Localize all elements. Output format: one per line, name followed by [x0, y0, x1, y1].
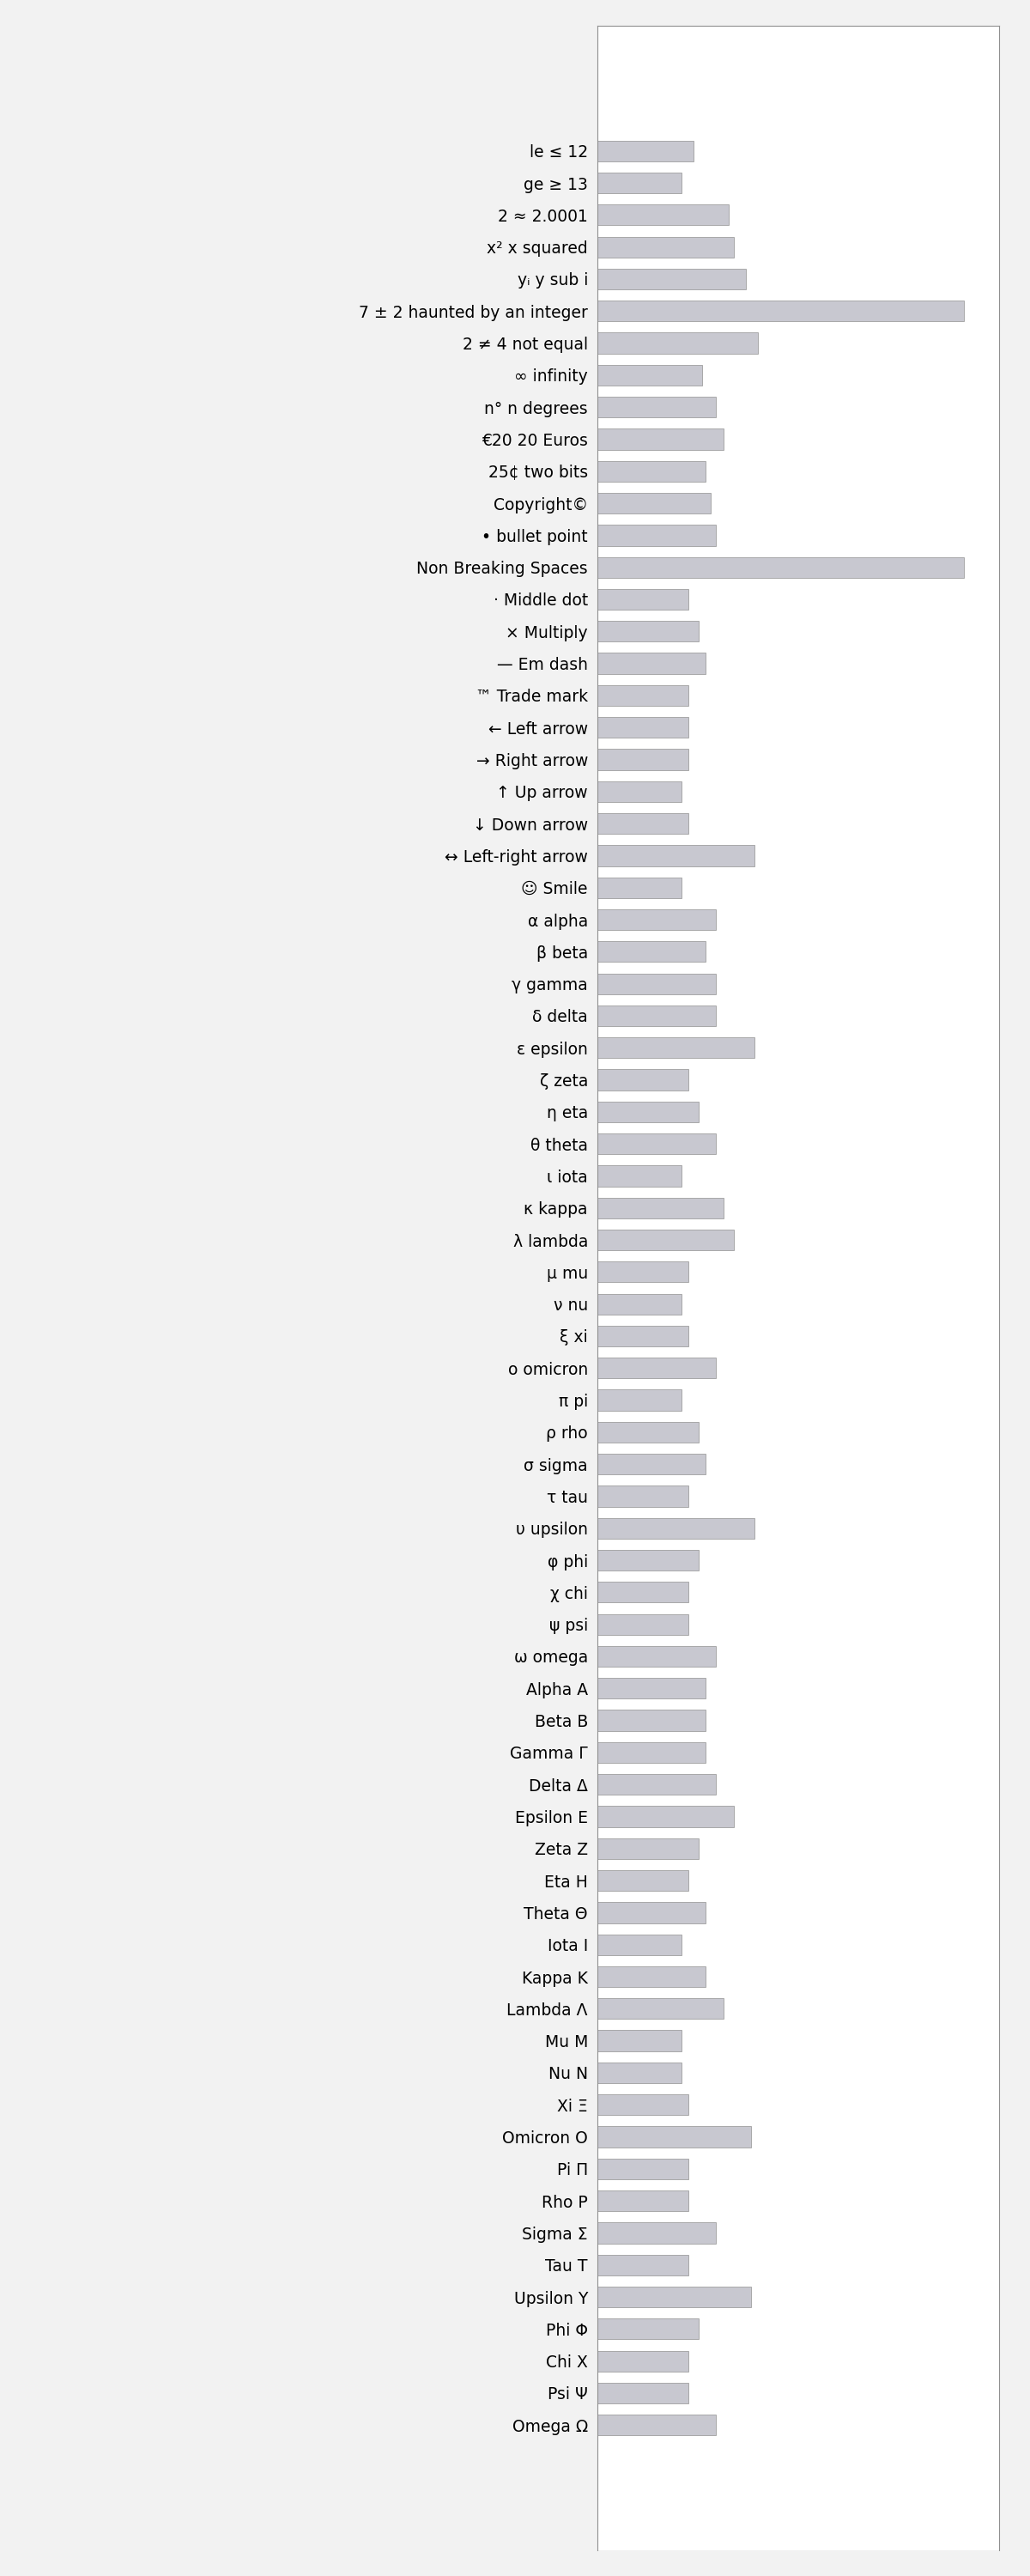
Bar — [597, 1198, 723, 1218]
Bar — [597, 716, 688, 737]
Bar — [597, 332, 758, 353]
Bar — [597, 1839, 698, 1860]
Bar — [597, 2352, 688, 2372]
Bar — [597, 1069, 688, 1090]
Bar — [597, 590, 688, 611]
Bar — [597, 2254, 688, 2275]
Bar — [597, 1615, 688, 1636]
Bar — [597, 2094, 688, 2115]
Bar — [597, 2030, 681, 2050]
Bar — [597, 845, 755, 866]
Bar — [597, 2190, 688, 2210]
Bar — [597, 173, 681, 193]
Bar — [597, 1646, 716, 1667]
Bar — [597, 1775, 716, 1795]
Bar — [597, 2063, 681, 2084]
Bar — [597, 1710, 706, 1731]
Bar — [597, 2223, 716, 2244]
Bar — [597, 2383, 688, 2403]
Bar — [597, 1806, 733, 1826]
Bar — [597, 1103, 698, 1123]
Bar — [597, 2318, 698, 2339]
Bar — [597, 2159, 688, 2179]
Bar — [597, 1741, 706, 1762]
Bar — [597, 1965, 706, 1986]
Bar — [597, 1293, 681, 1314]
Bar — [597, 974, 716, 994]
Bar — [597, 878, 681, 899]
Bar — [597, 1133, 716, 1154]
Bar — [597, 1486, 688, 1507]
Bar — [597, 237, 733, 258]
Bar — [597, 492, 711, 513]
Bar — [597, 556, 964, 577]
Bar — [597, 2414, 716, 2434]
Bar — [597, 301, 964, 322]
Bar — [597, 2287, 751, 2308]
Bar — [597, 1262, 688, 1283]
Bar — [597, 1453, 706, 1473]
Bar — [597, 204, 728, 224]
Bar — [597, 1677, 706, 1698]
Bar — [597, 1901, 706, 1924]
Bar — [597, 814, 688, 835]
Bar — [597, 621, 698, 641]
Bar — [597, 1164, 681, 1188]
Bar — [597, 1358, 716, 1378]
Bar — [597, 750, 688, 770]
Bar — [597, 781, 681, 801]
Bar — [597, 1327, 688, 1347]
Bar — [597, 1582, 688, 1602]
Bar — [597, 1517, 755, 1538]
Bar — [597, 652, 706, 675]
Bar — [597, 268, 746, 289]
Bar — [597, 1999, 723, 2020]
Bar — [597, 1551, 698, 1571]
Bar — [597, 2125, 751, 2148]
Bar — [597, 428, 723, 451]
Bar — [597, 1038, 755, 1059]
Bar — [597, 397, 716, 417]
Bar — [597, 461, 706, 482]
Bar — [597, 1870, 688, 1891]
Bar — [597, 1935, 681, 1955]
Bar — [597, 1422, 698, 1443]
Bar — [597, 142, 693, 162]
Bar — [597, 909, 716, 930]
Bar — [597, 1388, 681, 1412]
Bar — [597, 1005, 716, 1025]
Bar — [597, 1229, 733, 1249]
Bar — [597, 526, 716, 546]
Bar — [597, 366, 702, 386]
Bar — [597, 940, 706, 961]
Bar — [597, 685, 688, 706]
